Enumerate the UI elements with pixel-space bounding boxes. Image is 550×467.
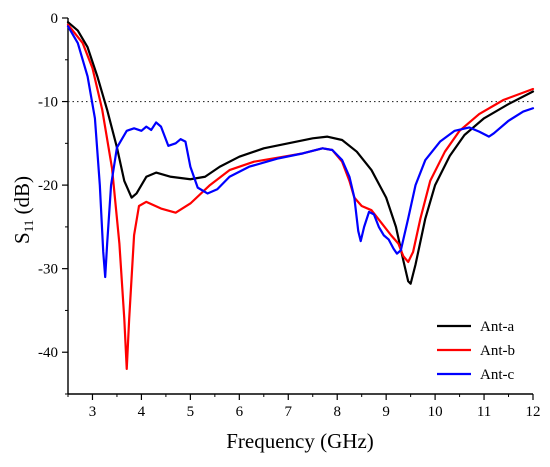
series-line-ant-a [66, 21, 535, 285]
y-tick-label: -20 [38, 178, 58, 194]
x-tick-label: 8 [333, 404, 341, 420]
x-tick-label: 4 [138, 404, 146, 420]
legend-label-ant-b: Ant-b [480, 343, 515, 359]
x-tick-label: 11 [477, 404, 491, 420]
x-tick-label: 5 [187, 404, 195, 420]
x-tick-label: 10 [428, 404, 443, 420]
x-tick-label: 7 [285, 404, 293, 420]
legend-label-ant-a: Ant-a [480, 319, 514, 335]
y-axis-title-main: S [10, 232, 34, 244]
y-axis-title: S11 (dB) [10, 176, 36, 244]
plot-area: 3 4 5 6 7 8 9 10 11 12 0 -10 -20 -30 -40 Ant-a Ant-b Ant-… [38, 11, 541, 420]
series-line-ant-b [66, 23, 535, 371]
x-tick-label: 9 [382, 404, 390, 420]
y-axis-title-unit: (dB) [10, 176, 34, 220]
x-tick-label: 3 [89, 404, 97, 420]
x-axis-title: Frequency (GHz) [226, 429, 374, 453]
legend-label-ant-c: Ant-c [480, 367, 514, 383]
y-tick-label: 0 [51, 11, 59, 27]
y-tick-label: -10 [38, 95, 58, 111]
series-line-ant-c [66, 25, 535, 279]
y-tick-label: -30 [38, 262, 58, 278]
y-axis-title-subscript: 11 [21, 220, 36, 233]
y-tick-label: -40 [38, 345, 58, 361]
x-tick-label: 12 [526, 404, 541, 420]
x-tick-label: 6 [236, 404, 244, 420]
